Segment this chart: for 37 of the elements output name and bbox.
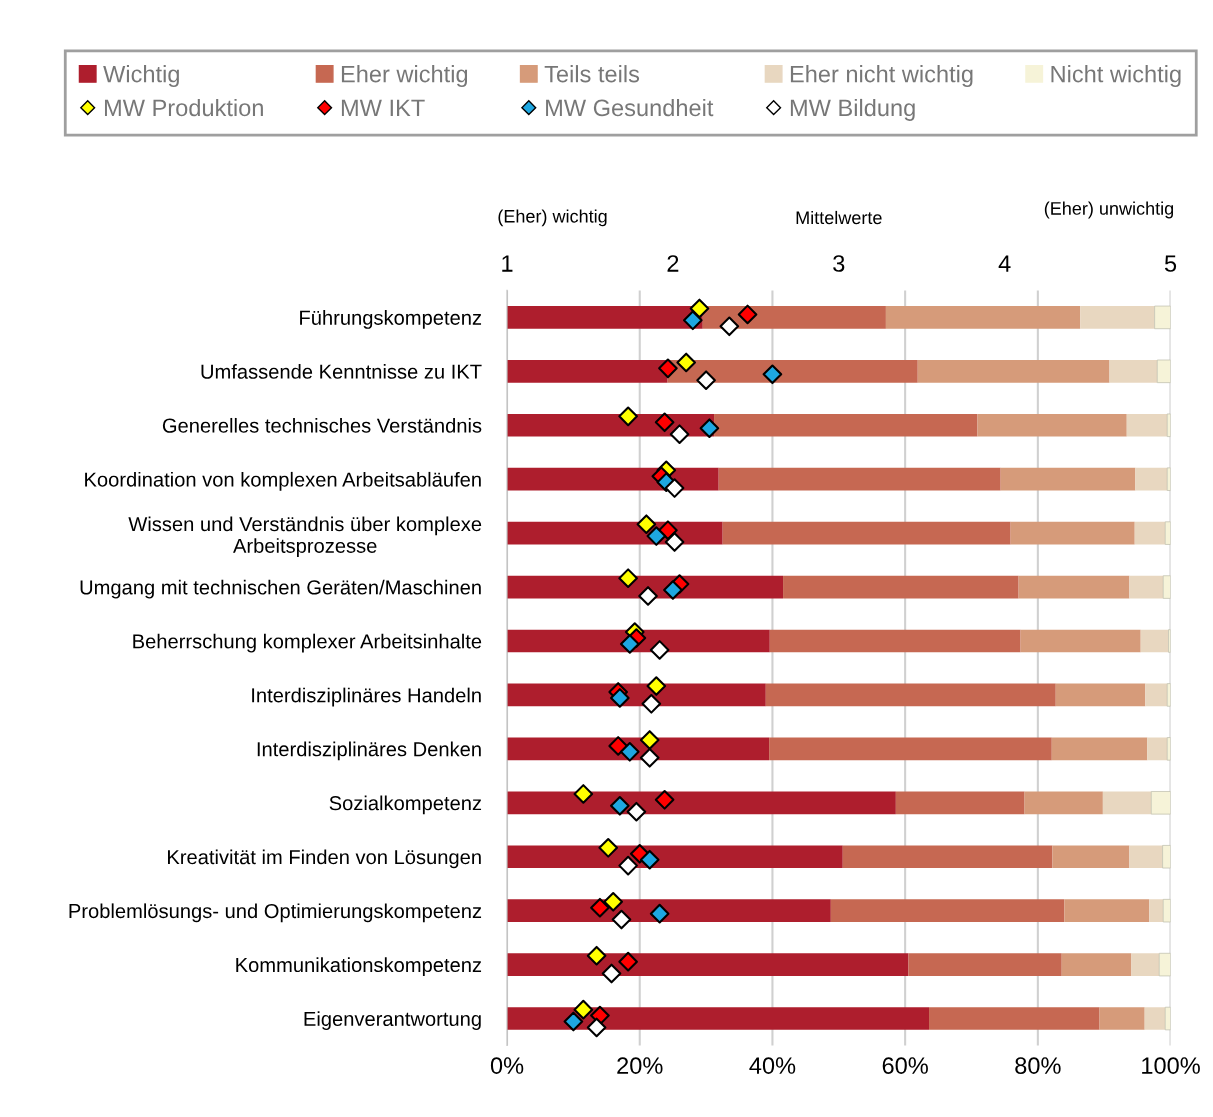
legend-label: Nicht wichtig	[1051, 65, 1181, 88]
x2-tick-label: 5	[1164, 255, 1177, 272]
x-tick-label: 0%	[490, 1057, 524, 1074]
y-tick-label: Eigenverantwortung	[304, 1011, 481, 1031]
y-tick-label: Sozialkompetenz	[329, 795, 482, 815]
x2-tick-label: 4	[998, 255, 1011, 272]
y-tick-label: Problemlösungs- und Optimierungskompetenz	[69, 903, 482, 923]
x-tick-label: 100%	[1142, 1057, 1200, 1074]
y-tick-label: Umgang mit technischen Geräten/Maschinen	[80, 579, 481, 599]
x-tick-label: 80%	[1015, 1057, 1061, 1074]
legend-label: MW IKT	[341, 99, 425, 116]
y-tick-label: Koordination von komplexen Arbeitsabläufen	[85, 471, 481, 491]
y-tick-label: Interdisziplinäres Handeln	[252, 687, 481, 707]
y-tick-label: Beherrschung komplexer Arbeitsinhalte	[133, 633, 482, 653]
y-tick-label: Interdisziplinäres Denken	[257, 741, 481, 761]
y-tick-label: Kommunikationskompetenz	[236, 957, 482, 977]
y-tick-label: Kreativität im Finden von Lösungen	[168, 849, 481, 869]
text: (Eher) unwichtig	[1044, 201, 1174, 219]
x2-axis-title: Mittelwerte	[796, 210, 882, 225]
x-tick-label: 60%	[882, 1057, 928, 1074]
legend-label: MW Bildung	[790, 98, 915, 121]
y-tick-label: Umfassende Kenntnisse zu IKT	[201, 364, 482, 379]
y-tick-label: Generelles technisches Verständnis	[162, 417, 482, 433]
x2-tick-label: 1	[502, 255, 513, 272]
legend-label: Wichtig	[103, 65, 179, 88]
x2-tick-label: 3	[833, 255, 845, 272]
legend-label: MW Gesundheit	[546, 98, 714, 117]
legend-label: MW Produktion	[104, 98, 263, 117]
x-tick-label: 40%	[749, 1057, 796, 1074]
text: (Eher) wichtig	[498, 209, 607, 227]
x2-tick-label: 2	[667, 255, 679, 272]
legend-label: Eher wichtig	[341, 65, 468, 88]
y-tick-label: Führungskompetenz	[300, 310, 482, 329]
y-tick-label: Wissen und Verständnis über komplexe Arbeitsprozesse	[128, 516, 482, 557]
legend-label: Teils teils	[544, 65, 640, 83]
x-tick-label: 20%	[617, 1057, 663, 1074]
legend-label: Eher nicht wichtig	[790, 65, 973, 88]
